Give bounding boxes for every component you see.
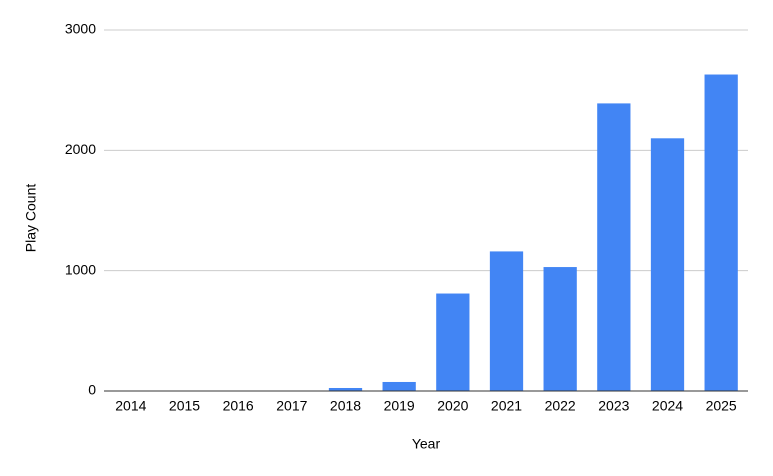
y-tick-label: 2000 (65, 141, 96, 157)
x-tick-label: 2014 (115, 398, 146, 414)
bar (704, 74, 738, 392)
x-tick-label: 2015 (169, 398, 200, 414)
bar (489, 251, 524, 391)
x-tick-label: 2025 (706, 398, 737, 414)
y-axis-title: Play Count (23, 184, 39, 253)
y-tick-label: 0 (88, 382, 96, 398)
bar (382, 381, 416, 391)
x-tick-label: 2016 (223, 398, 254, 414)
x-tick-label: 2023 (598, 398, 629, 414)
x-axis-title: Year (412, 436, 441, 452)
x-tick-label: 2018 (330, 398, 361, 414)
y-tick-label: 1000 (65, 261, 96, 277)
bar (650, 138, 685, 391)
x-tick-label: 2022 (545, 398, 576, 414)
x-tick-label: 2024 (652, 398, 683, 414)
bar (436, 293, 470, 391)
x-tick-label: 2019 (384, 398, 415, 414)
bar (328, 387, 363, 391)
x-tick-label: 2021 (491, 398, 522, 414)
y-tick-label: 3000 (65, 21, 96, 37)
x-tick-label: 2017 (276, 398, 307, 414)
bar (597, 103, 631, 392)
bar (543, 267, 577, 391)
x-tick-label: 2020 (437, 398, 468, 414)
